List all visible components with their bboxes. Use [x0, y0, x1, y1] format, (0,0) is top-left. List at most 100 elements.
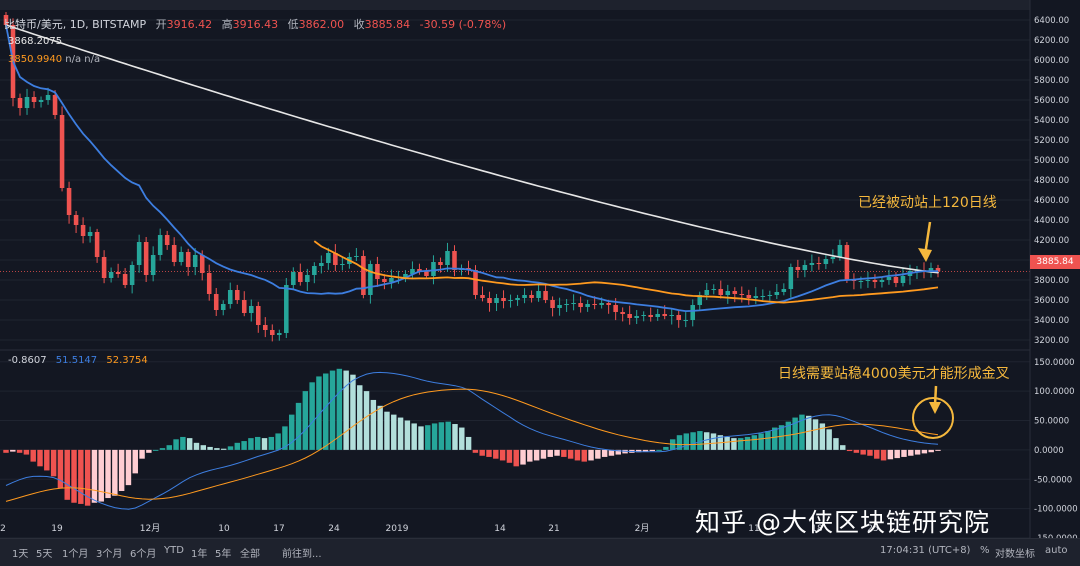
candle-body	[767, 295, 773, 296]
candle-body	[213, 294, 219, 310]
ma-na-1: n/a	[65, 54, 82, 65]
candle-body	[515, 298, 520, 300]
macd-hist-bar	[248, 438, 254, 450]
orange-ma-value: 3850.9940	[8, 54, 63, 65]
candle-body	[150, 255, 156, 275]
range-button[interactable]: 5年	[215, 549, 232, 560]
macd-hist-bar	[323, 373, 329, 450]
x-axis-tick: 25	[867, 524, 878, 534]
candle-body	[732, 291, 738, 294]
macd-hist-bar	[404, 420, 411, 450]
percent-toggle[interactable]: %	[980, 545, 990, 556]
symbol-name[interactable]: 比特币/美元, 1D, BITSTAMP	[4, 18, 147, 31]
auto-toggle[interactable]: auto	[1045, 545, 1068, 556]
macd-hist-bar	[914, 449, 921, 455]
candle-body	[431, 262, 436, 276]
candle-body	[746, 295, 752, 298]
macd-hist-bar	[309, 382, 315, 450]
macd-hist-bar	[132, 449, 138, 474]
candle-body	[606, 303, 611, 305]
range-button[interactable]: 1个月	[62, 549, 89, 560]
candle-body	[220, 304, 226, 310]
close-label: 收	[353, 18, 365, 31]
macd-hist-bar	[778, 425, 785, 450]
candle-body	[66, 188, 72, 215]
candle-body	[669, 315, 674, 316]
clock[interactable]: 17:04:31 (UTC+8)	[880, 545, 971, 556]
range-button[interactable]: 3个月	[96, 549, 123, 560]
macd-hist-bar	[772, 427, 778, 450]
range-button[interactable]: 1年	[191, 549, 208, 560]
macd-hist-bar	[608, 449, 615, 456]
open-label: 开	[155, 18, 167, 31]
range-button[interactable]: 1天	[12, 549, 29, 560]
candle-body	[872, 280, 878, 282]
candle-body	[620, 312, 625, 314]
candle-body	[760, 296, 766, 297]
candle-body	[739, 294, 745, 295]
watermark: 知乎 @大侠区块链研究院	[695, 508, 990, 537]
macd-hist-bar	[642, 449, 649, 452]
macd-hist-bar	[683, 433, 690, 450]
macd-hist-bar	[91, 449, 98, 503]
low-label: 低	[287, 18, 299, 31]
range-button[interactable]: 全部	[240, 549, 260, 560]
macd-hist-bar	[254, 436, 261, 450]
macd-hist-bar	[200, 445, 207, 450]
candle-body	[263, 325, 268, 330]
macd-hist-bar	[853, 449, 860, 453]
candle-body	[178, 252, 184, 262]
macd-annotation-circle	[912, 385, 954, 439]
x-axis-tick: 2	[0, 524, 6, 534]
price-axis-tick: 5400.00	[1034, 116, 1069, 126]
macd-signal-value: 52.3754	[106, 355, 148, 366]
candle-body	[389, 278, 394, 282]
price-annotation: 已经被动站上120日线	[858, 195, 997, 211]
log-toggle[interactable]: 对数坐标	[995, 549, 1035, 560]
symbol-header: 比特币/美元, 1D, BITSTAMP 开3916.42 高3916.43 低…	[4, 16, 506, 32]
range-button[interactable]: 6个月	[130, 549, 157, 560]
macd-hist-bar	[465, 436, 472, 450]
chart-canvas[interactable]: 2 19 12月 10 17 24 2019 14 21 2月 11 18 25 6400.00 6200…	[0, 0, 1080, 538]
macd-hist-bar	[118, 449, 125, 491]
macd-hist-bar	[64, 449, 70, 500]
x-axis-tick: 18	[811, 524, 823, 534]
candle-body	[17, 98, 23, 108]
candle-body	[206, 273, 212, 294]
candle-body	[284, 285, 289, 333]
open-value: 3916.42	[166, 18, 213, 31]
candle-body	[837, 245, 843, 257]
candle-body	[634, 316, 639, 318]
candle-body	[690, 305, 696, 320]
macd-hist-bar	[159, 448, 166, 450]
macd-hist-bar	[737, 438, 744, 450]
range-button[interactable]: YTD	[164, 545, 184, 556]
macd-hist-bar	[193, 442, 200, 450]
price-axis-tick: 4600.00	[1034, 196, 1069, 206]
macd-hist-bar	[214, 448, 220, 450]
candle-body	[487, 298, 492, 303]
macd-hist-bar	[601, 449, 608, 457]
candle-body	[438, 262, 443, 265]
candle-body	[725, 291, 731, 295]
macd-values-row: -0.8607 51.5147 52.3754	[8, 355, 148, 366]
candle-body	[823, 259, 829, 264]
macd-hist-bar	[10, 449, 16, 452]
candle-body	[809, 263, 815, 265]
macd-hist-bar	[44, 449, 50, 471]
macd-hist-bar	[343, 370, 349, 450]
candle-body	[571, 303, 576, 304]
macd-hist-bar	[350, 374, 356, 450]
candle-body	[312, 266, 317, 275]
x-axis-tick: 17	[273, 524, 284, 534]
candle-body	[648, 315, 653, 317]
candle-body	[564, 304, 569, 305]
goto-button[interactable]: 前往到...	[282, 549, 322, 560]
x-axis-tick: 10	[218, 524, 230, 534]
macd-hist-bar	[84, 449, 91, 506]
candle-body	[844, 245, 850, 280]
x-axis-tick: 2019	[386, 524, 409, 534]
range-button[interactable]: 5天	[36, 549, 53, 560]
macd-axis-tick: -50.0000	[1034, 475, 1072, 485]
macd-hist-bar	[874, 449, 880, 459]
